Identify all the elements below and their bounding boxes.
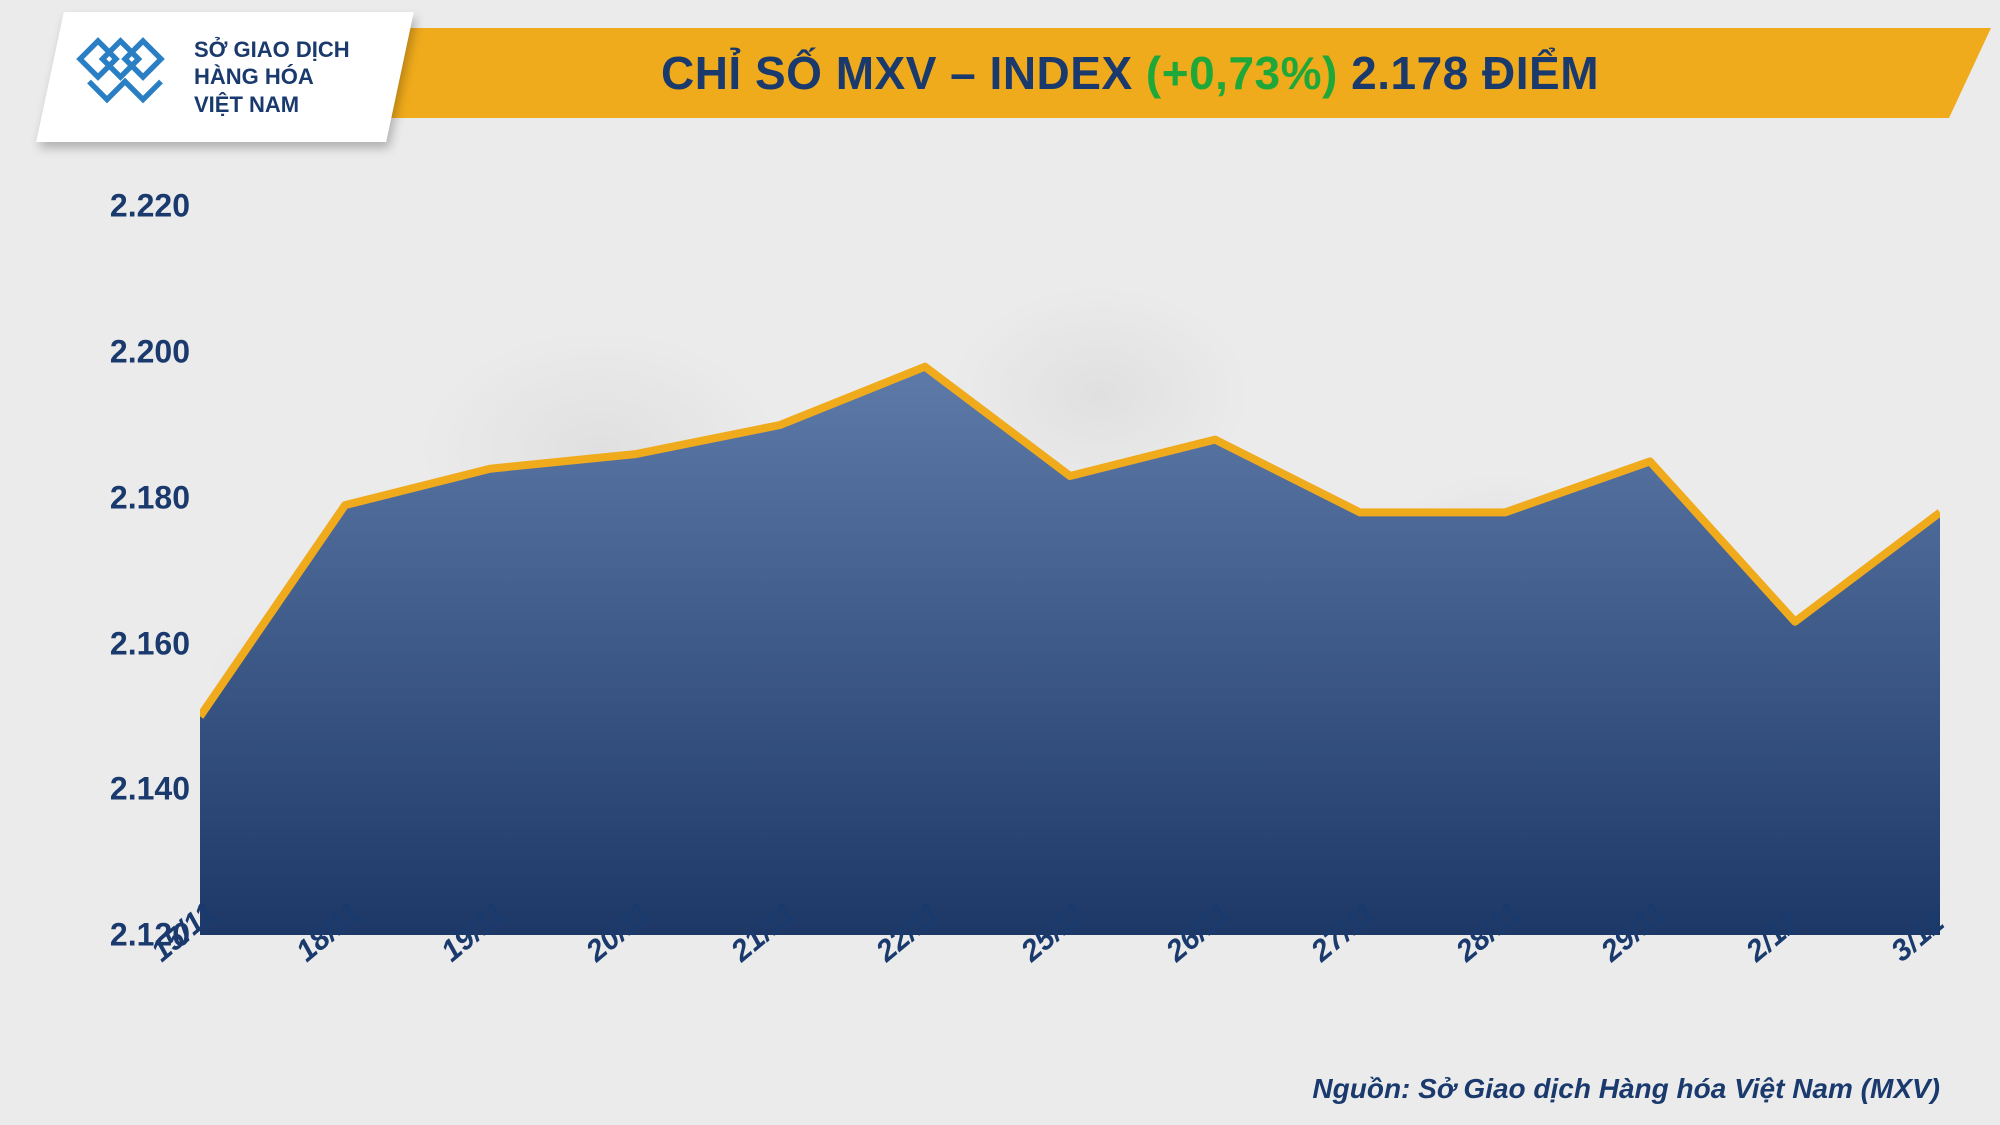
y-tick-label: 2.160 — [110, 625, 190, 662]
logo-line-1: SỞ GIAO DỊCH — [194, 36, 350, 64]
title-prefix: CHỈ SỐ MXV – INDEX — [661, 47, 1146, 99]
y-tick-label: 2.140 — [110, 771, 190, 808]
logo-card: SỞ GIAO DỊCH HÀNG HÓA VIỆT NAM — [36, 12, 414, 142]
title-container: CHỈ SỐ MXV – INDEX (+0,73%) 2.178 ĐIỂM — [320, 28, 1940, 118]
y-tick-label: 2.180 — [110, 479, 190, 516]
y-tick-label: 2.200 — [110, 334, 190, 371]
source-attribution: Nguồn: Sở Giao dịch Hàng hóa Việt Nam (M… — [1312, 1073, 1940, 1105]
chart-title: CHỈ SỐ MXV – INDEX (+0,73%) 2.178 ĐIỂM — [661, 46, 1599, 100]
logo-line-3: VIỆT NAM — [194, 91, 350, 119]
logo-line-2: HÀNG HÓA — [194, 63, 350, 91]
x-axis: 15/1118/1119/1120/1121/1122/1125/1126/11… — [200, 935, 1940, 1025]
title-percent: (+0,73%) — [1146, 47, 1338, 99]
plot-area — [200, 170, 1940, 935]
area-chart-svg — [200, 170, 1940, 935]
logo-text: SỞ GIAO DỊCH HÀNG HÓA VIỆT NAM — [194, 36, 350, 119]
y-tick-label: 2.220 — [110, 188, 190, 225]
mxv-logo-icon — [70, 32, 180, 122]
chart-container: 2.1202.1402.1602.1802.2002.220 15/1118/1… — [60, 170, 1940, 1025]
y-axis: 2.1202.1402.1602.1802.2002.220 — [60, 170, 200, 935]
title-suffix: 2.178 ĐIỂM — [1338, 47, 1599, 99]
